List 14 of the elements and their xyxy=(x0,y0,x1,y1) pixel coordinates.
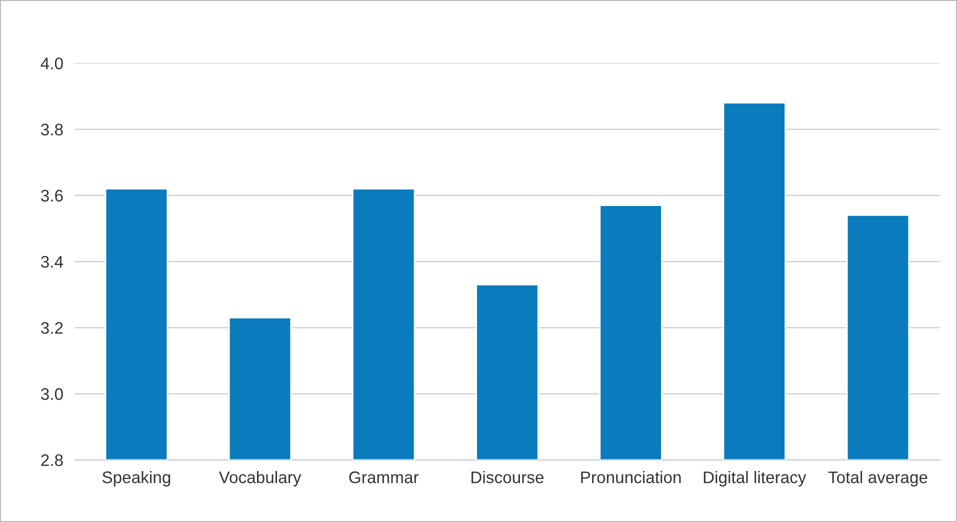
y-tick-label: 3.4 xyxy=(41,256,64,268)
x-tick-label: Discourse xyxy=(472,470,544,484)
y-tick-label: 3.6 xyxy=(41,190,63,202)
y-tick-label: 3.0 xyxy=(41,388,63,400)
x-tick-label: Pronunciation xyxy=(581,470,681,484)
x-tick-label: Digital literacy xyxy=(704,470,806,487)
y-tick-label: 4.0 xyxy=(40,58,63,70)
y-tick-label: 2.8 xyxy=(41,454,63,466)
y-tick-label: 3.8 xyxy=(41,124,63,136)
x-tick-label: Total average xyxy=(828,470,928,487)
x-tick-label: Speaking xyxy=(102,470,170,487)
y-tick-label: 3.2 xyxy=(41,322,63,334)
x-tick-label: Grammar xyxy=(349,471,419,484)
x-tick-label: Vocabulary xyxy=(218,470,302,487)
